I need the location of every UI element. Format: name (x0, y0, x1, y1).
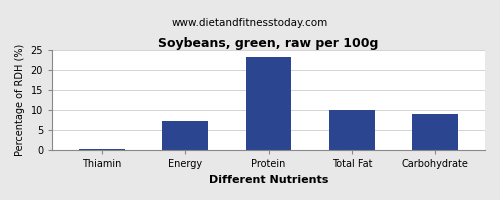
Bar (246, 57, 292, 150)
Text: www.dietandfitnesstoday.com: www.dietandfitnesstoday.com (172, 18, 328, 28)
Bar (79, 149, 125, 150)
Bar (412, 114, 458, 150)
X-axis label: Different Nutrients: Different Nutrients (209, 175, 328, 185)
Y-axis label: Percentage of RDH (%): Percentage of RDH (%) (15, 44, 25, 156)
Bar (329, 110, 374, 150)
Bar (162, 121, 208, 150)
Title: Soybeans, green, raw per 100g: Soybeans, green, raw per 100g (158, 37, 378, 50)
